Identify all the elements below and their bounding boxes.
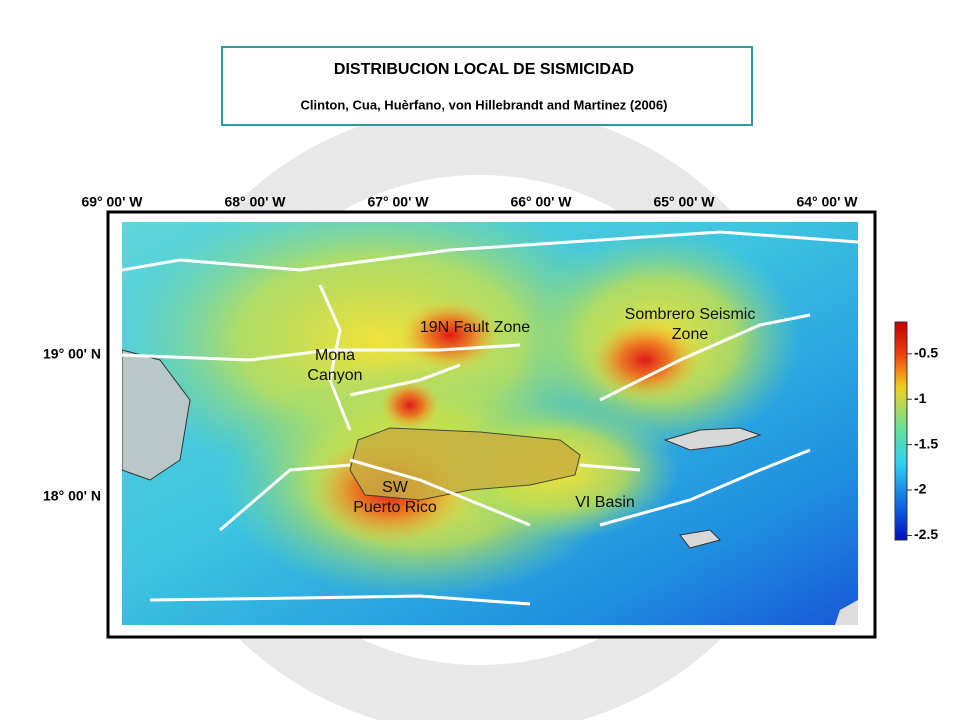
colorbar bbox=[894, 321, 908, 541]
title-box bbox=[221, 46, 753, 126]
region-label-line: SW bbox=[382, 479, 409, 496]
region-label: 19N Fault Zone bbox=[420, 319, 530, 336]
region-label-line: Canyon bbox=[307, 367, 362, 384]
region-label-line: VI Basin bbox=[575, 494, 635, 511]
region-label-line: Mona bbox=[315, 347, 355, 364]
longitude-label: 67° 00' W bbox=[367, 194, 429, 210]
region-label-line: Puerto Rico bbox=[353, 499, 437, 516]
latitude-label: 19° 00' N bbox=[43, 346, 101, 362]
region-label: Mona Canyon bbox=[307, 347, 362, 384]
longitude-label: 66° 00' W bbox=[510, 194, 572, 210]
region-label: SW Puerto Rico bbox=[353, 479, 437, 516]
region-label-line: Sombrero Seismic bbox=[625, 306, 756, 323]
colorbar-tick-label: -1 bbox=[914, 390, 927, 406]
colorbar-tick-label: -1.5 bbox=[914, 435, 938, 451]
colorbar-tick-label: -2 bbox=[914, 481, 927, 497]
region-label-line: 19N Fault Zone bbox=[420, 319, 530, 336]
heatmap bbox=[122, 222, 858, 625]
colorbar-tick-label: -2.5 bbox=[914, 526, 938, 542]
longitude-label: 68° 00' W bbox=[224, 194, 286, 210]
longitude-label: 69° 00' W bbox=[81, 194, 143, 210]
region-label: VI Basin bbox=[575, 494, 635, 511]
longitude-label: 64° 00' W bbox=[796, 194, 858, 210]
region-label: Sombrero Seismic Zone bbox=[625, 306, 756, 343]
colorbar-tick-label: -0.5 bbox=[914, 344, 938, 360]
subtitle: Clinton, Cua, Huèrfano, von Hillebrandt … bbox=[301, 97, 668, 112]
region-label-line: Zone bbox=[672, 326, 709, 343]
title: DISTRIBUCION LOCAL DE SISMICIDAD bbox=[334, 61, 634, 78]
latitude-label: 18° 00' N bbox=[43, 488, 101, 504]
longitude-label: 65° 00' W bbox=[653, 194, 715, 210]
colorbar-scale bbox=[894, 321, 908, 541]
